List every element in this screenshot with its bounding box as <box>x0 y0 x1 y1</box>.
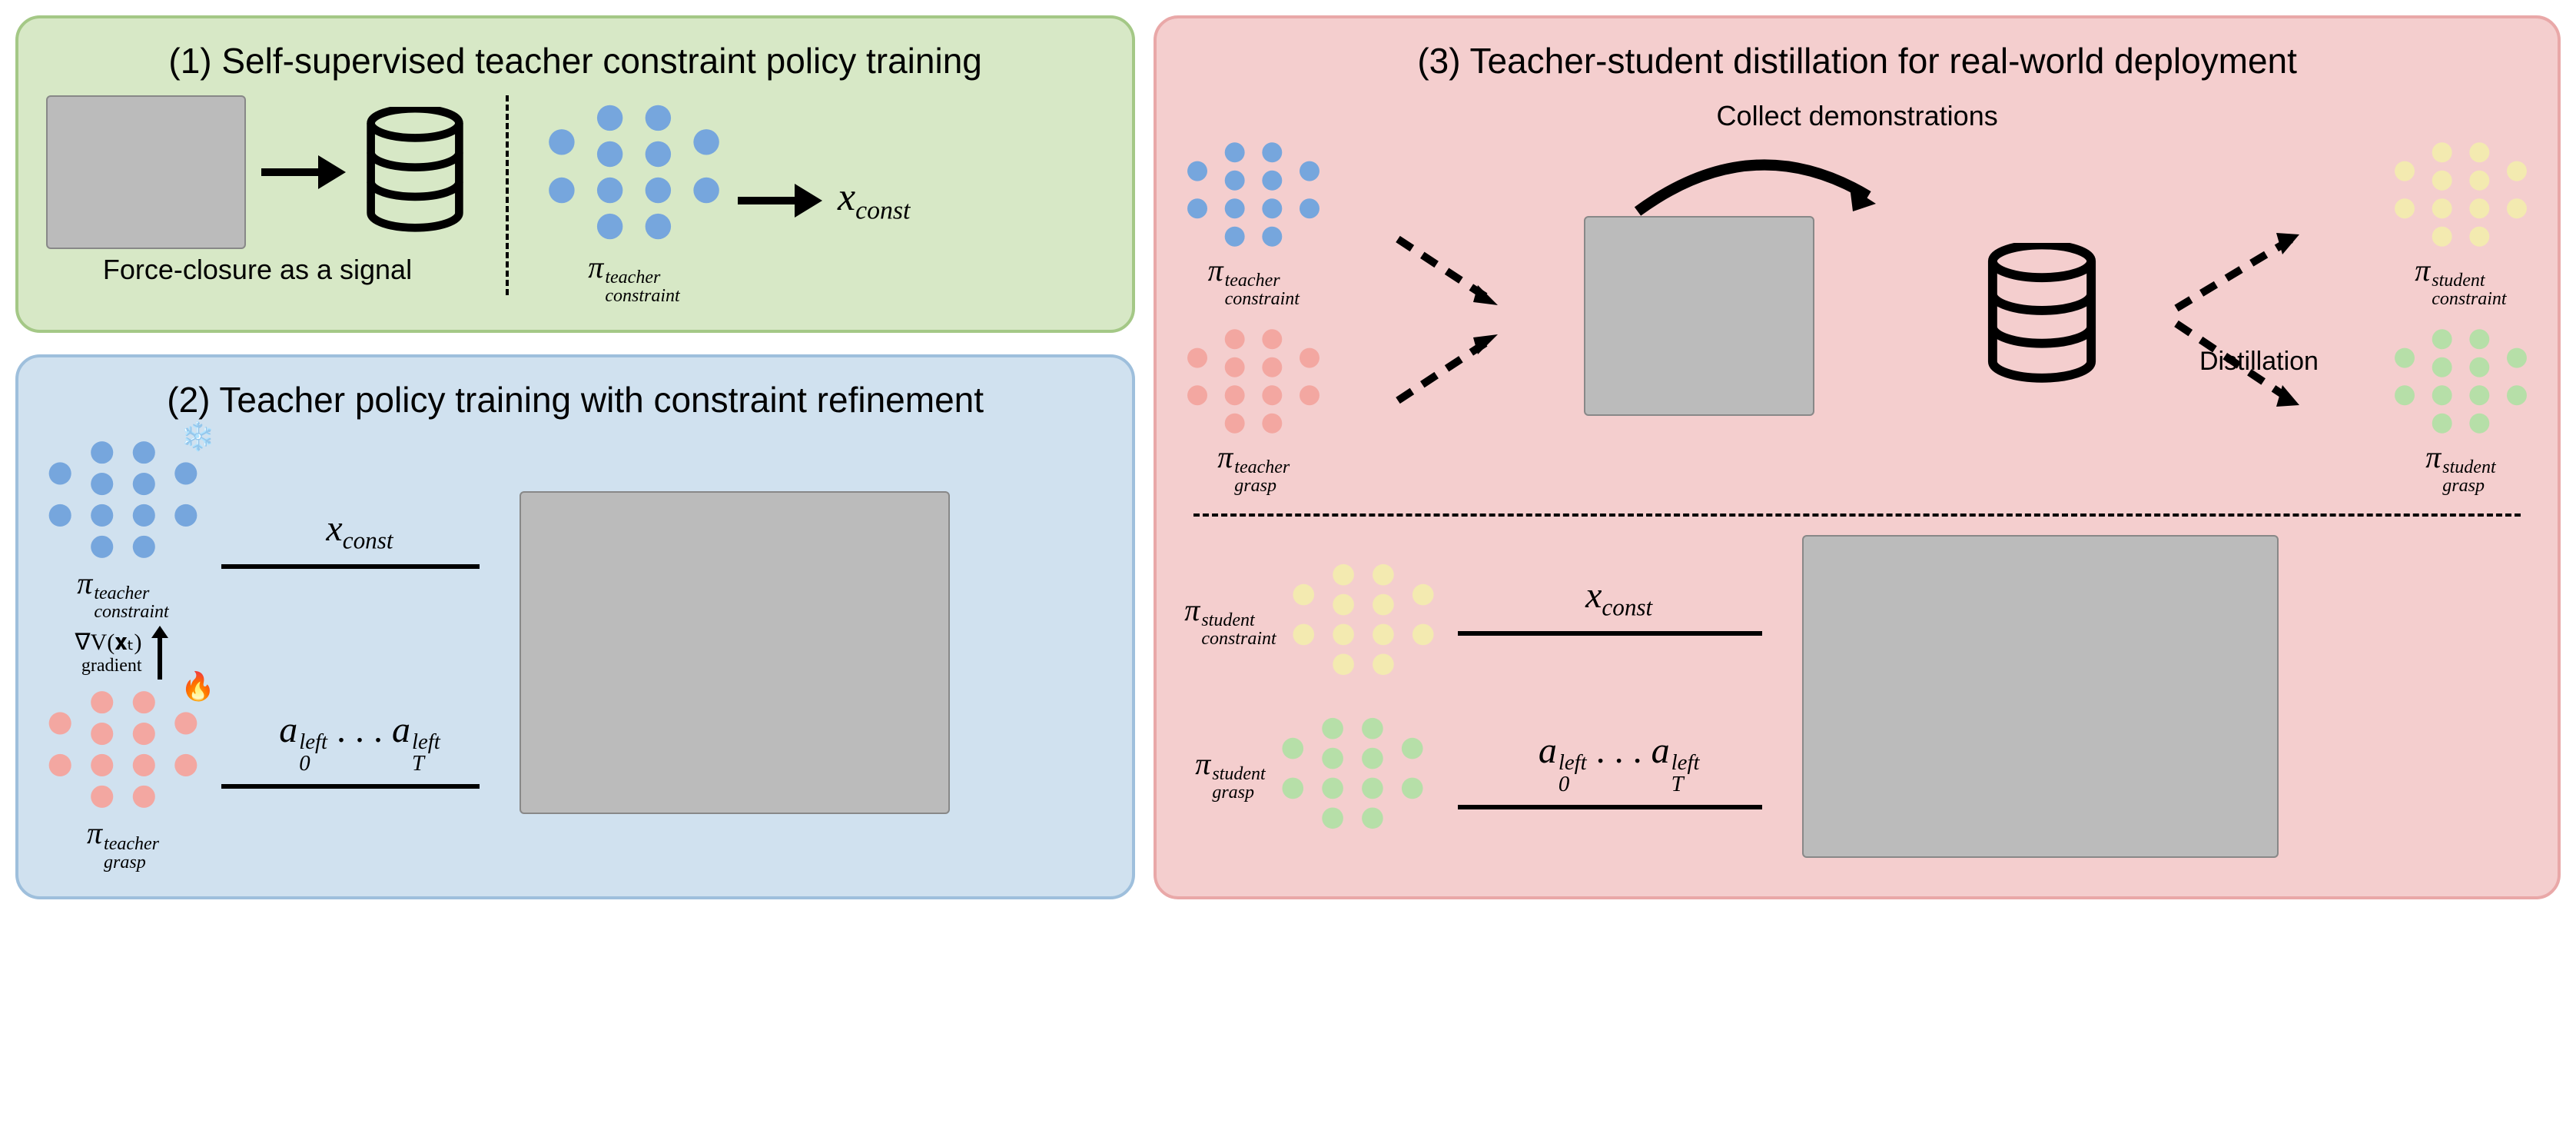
pi-student-grasp-label: πstudentgrasp <box>1195 746 1265 802</box>
diagram-root: (1) Self-supervised teacher constraint p… <box>15 15 2561 899</box>
panel-2-title: (2) Teacher policy training with constra… <box>46 379 1104 420</box>
neural-net-icon <box>1280 712 1426 835</box>
arrow-icon <box>221 555 498 578</box>
arrow-up-icon <box>148 626 171 680</box>
action-seq-label: aleft0 . . . aleftT <box>1539 730 1700 796</box>
arrow-icon <box>261 155 346 189</box>
sim-thumbnail-icon <box>1584 216 1814 416</box>
pi-student-constraint-label: πstudentconstraint <box>2415 252 2506 308</box>
gradient-symbol: ∇V(𝐱ₜ) <box>75 629 141 656</box>
pi-teacher-constraint-label: πteacherconstraint <box>1208 252 1300 308</box>
x-const-label: xconst <box>838 174 910 225</box>
sim-thumbnail-icon <box>46 95 246 249</box>
pi-teacher-grasp-label: πteachergrasp <box>1217 439 1290 495</box>
neural-net-icon <box>2392 324 2530 439</box>
pi-student-grasp-label: πstudentgrasp <box>2425 439 2495 495</box>
panel-1-title: (1) Self-supervised teacher constraint p… <box>46 40 1104 81</box>
arrow-icon <box>221 775 498 798</box>
pi-teacher-constraint-label: πteacherconstraint <box>77 565 168 621</box>
x-const-label: xconst <box>1585 574 1652 622</box>
arrow-icon <box>738 184 822 218</box>
neural-net-icon <box>1184 137 1323 252</box>
database-icon <box>361 107 469 238</box>
arrow-icon <box>1458 796 1781 819</box>
curved-arrow-icon <box>1622 142 1899 219</box>
neural-net-icon <box>2392 137 2530 252</box>
dashed-arrow-icon: Distillation <box>2169 178 2322 454</box>
force-closure-caption: Force-closure as a signal <box>103 254 412 286</box>
dashed-arrow-icon <box>1392 178 1515 454</box>
distillation-label: Distillation <box>2199 347 2319 376</box>
pi-teacher-constraint-label: πteacherconstraint <box>588 249 679 305</box>
vertical-divider <box>506 95 509 295</box>
pi-teacher-grasp-label: πteachergrasp <box>87 815 159 871</box>
action-seq-label: aleft0 . . . aleftT <box>279 709 440 775</box>
collect-demos-label: Collect demonstrations <box>1184 100 2530 132</box>
panel-3-title: (3) Teacher-student distillation for rea… <box>1184 40 2530 81</box>
snowflake-icon: ❄️ <box>181 420 215 453</box>
pi-student-constraint-label: πstudentconstraint <box>1184 592 1276 648</box>
neural-net-icon <box>1184 324 1323 439</box>
neural-net-icon <box>1290 558 1436 681</box>
sim-parallel-envs-icon <box>520 491 950 814</box>
arrow-icon <box>1458 622 1781 645</box>
fire-icon: 🔥 <box>181 670 215 703</box>
real-robot-photo-icon <box>1802 535 2279 858</box>
panel-2: (2) Teacher policy training with constra… <box>15 354 1135 899</box>
gradient-caption: gradient <box>75 656 141 676</box>
database-icon <box>1984 243 2100 389</box>
neural-net-icon <box>546 95 722 249</box>
panel-1: (1) Self-supervised teacher constraint p… <box>15 15 1135 333</box>
horizontal-divider <box>1193 513 2521 517</box>
x-const-label: xconst <box>326 507 393 555</box>
panel-3: (3) Teacher-student distillation for rea… <box>1154 15 2561 899</box>
neural-net-icon <box>46 684 200 815</box>
neural-net-icon <box>46 434 200 565</box>
